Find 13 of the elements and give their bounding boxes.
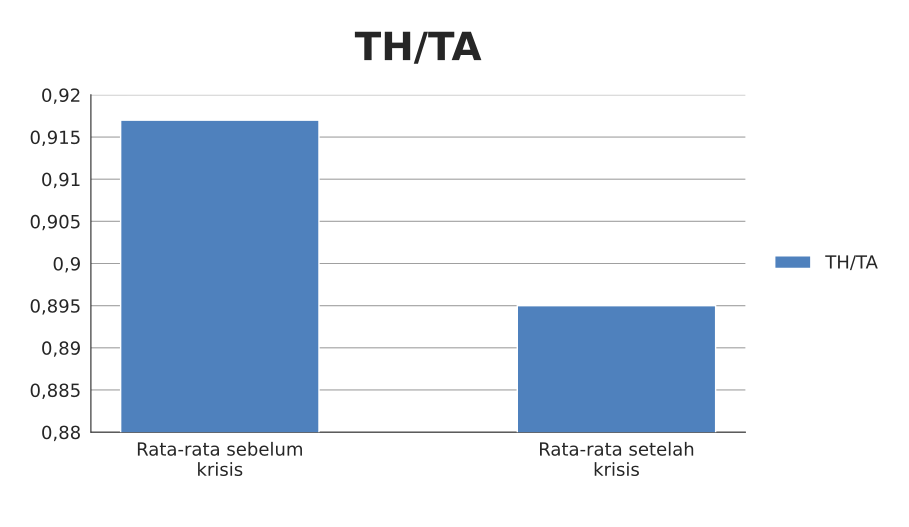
y-tick-label: 0,885 [30,383,80,399]
y-tick-label: 0,89 [42,341,80,357]
y-tick-label: 0,9 [54,256,80,272]
x-tick-label: Rata-rata sebelum krisis [138,442,302,476]
y-tick-label: 0,915 [30,130,80,146]
y-tick-label: 0,92 [42,88,80,104]
y-tick-label: 0,91 [42,172,80,188]
legend-label: TH/TA [825,255,878,270]
chart-title: TH/TA [354,32,482,64]
y-tick-label: 0,895 [30,299,80,315]
y-tick-label: 0,905 [30,214,80,230]
x-tick-label: Rata-rata setelah krisis [540,442,694,476]
y-tick-label: 0,88 [42,426,80,442]
